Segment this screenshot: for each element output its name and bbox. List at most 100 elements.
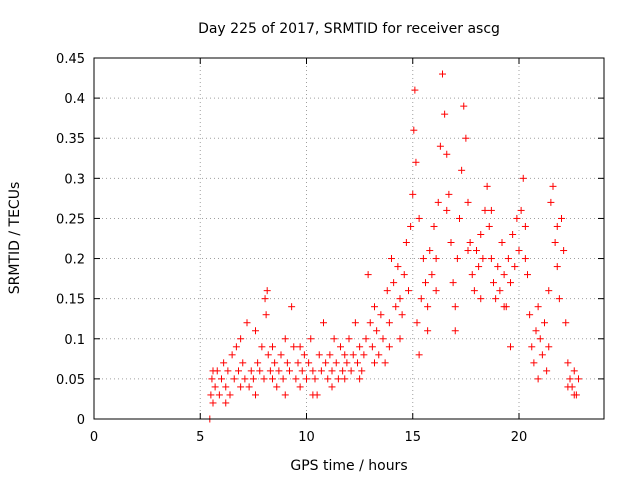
data-point bbox=[417, 295, 425, 303]
data-point bbox=[534, 375, 542, 383]
y-tick-label: 0.25 bbox=[56, 212, 85, 227]
data-point bbox=[281, 391, 289, 399]
data-point bbox=[330, 335, 338, 343]
data-point bbox=[366, 319, 374, 327]
data-point bbox=[490, 279, 497, 287]
data-point bbox=[424, 327, 432, 335]
data-point bbox=[521, 255, 529, 263]
data-point bbox=[322, 359, 330, 367]
data-point bbox=[396, 295, 404, 303]
data-point bbox=[441, 110, 449, 118]
data-point bbox=[364, 271, 372, 279]
data-point bbox=[271, 359, 279, 367]
data-point bbox=[269, 375, 276, 383]
data-point bbox=[551, 239, 559, 247]
data-point bbox=[262, 311, 270, 319]
data-point bbox=[360, 351, 368, 359]
data-point bbox=[337, 343, 344, 351]
data-point bbox=[564, 383, 572, 391]
data-point bbox=[526, 311, 534, 319]
data-point bbox=[436, 142, 444, 150]
data-point bbox=[247, 367, 255, 375]
data-point bbox=[511, 263, 519, 271]
data-point bbox=[411, 86, 419, 94]
data-point bbox=[558, 214, 565, 222]
y-tick-label: 0.45 bbox=[56, 52, 85, 67]
data-point bbox=[317, 367, 325, 375]
data-point bbox=[449, 279, 457, 287]
data-point bbox=[451, 327, 459, 335]
x-tick-label: 0 bbox=[90, 430, 98, 445]
data-point bbox=[543, 367, 551, 375]
data-point bbox=[462, 134, 470, 142]
data-point bbox=[279, 375, 287, 383]
data-point bbox=[470, 287, 478, 295]
data-point bbox=[215, 391, 223, 399]
data-point bbox=[371, 359, 378, 367]
plot-area-frame bbox=[93, 57, 605, 420]
data-point bbox=[249, 375, 257, 383]
data-point bbox=[252, 327, 259, 335]
data-point bbox=[356, 375, 364, 383]
data-point bbox=[373, 327, 381, 335]
data-point bbox=[528, 343, 536, 351]
data-point bbox=[562, 319, 570, 327]
data-point bbox=[447, 239, 455, 247]
data-point bbox=[286, 367, 293, 375]
data-point bbox=[298, 367, 306, 375]
data-point bbox=[375, 351, 383, 359]
data-point bbox=[256, 367, 264, 375]
data-point bbox=[549, 182, 557, 190]
data-point bbox=[439, 70, 446, 78]
data-point bbox=[228, 351, 236, 359]
data-point bbox=[358, 367, 366, 375]
data-point bbox=[334, 375, 342, 383]
data-point bbox=[226, 391, 234, 399]
data-point bbox=[434, 198, 442, 206]
data-point bbox=[458, 166, 466, 174]
data-point bbox=[385, 319, 393, 327]
data-point bbox=[515, 247, 523, 255]
data-point bbox=[509, 230, 517, 238]
data-point bbox=[413, 319, 421, 327]
data-point bbox=[211, 383, 219, 391]
data-point bbox=[307, 335, 315, 343]
data-point bbox=[390, 279, 398, 287]
data-point bbox=[273, 383, 281, 391]
data-point bbox=[575, 375, 582, 383]
x-tick-label: 15 bbox=[404, 430, 421, 445]
data-point bbox=[466, 239, 474, 247]
data-point bbox=[303, 375, 310, 383]
data-point bbox=[258, 343, 266, 351]
data-point bbox=[428, 271, 436, 279]
data-point bbox=[383, 287, 391, 295]
data-point bbox=[341, 375, 349, 383]
data-point bbox=[432, 255, 440, 263]
data-point bbox=[222, 383, 230, 391]
data-point bbox=[356, 343, 364, 351]
chart-title: Day 225 of 2017, SRMTID for receiver asc… bbox=[198, 21, 500, 37]
data-point bbox=[468, 271, 476, 279]
y-tick-label: 0.35 bbox=[56, 132, 85, 147]
data-point bbox=[288, 303, 296, 311]
data-point bbox=[281, 335, 289, 343]
data-point bbox=[245, 383, 253, 391]
data-point bbox=[290, 343, 298, 351]
y-tick-label: 0.3 bbox=[64, 172, 85, 187]
data-point bbox=[392, 303, 400, 311]
data-point bbox=[477, 230, 485, 238]
data-point bbox=[419, 255, 427, 263]
y-tick-label: 0.4 bbox=[64, 92, 85, 107]
data-point bbox=[451, 303, 459, 311]
data-point bbox=[477, 295, 485, 303]
data-point bbox=[422, 279, 429, 287]
y-tick-label: 0.15 bbox=[56, 293, 85, 308]
data-point bbox=[266, 367, 274, 375]
data-point bbox=[432, 287, 440, 295]
data-point bbox=[222, 399, 230, 407]
data-point bbox=[507, 343, 514, 351]
data-point bbox=[409, 190, 417, 198]
data-point bbox=[460, 102, 468, 110]
data-point bbox=[351, 319, 359, 327]
